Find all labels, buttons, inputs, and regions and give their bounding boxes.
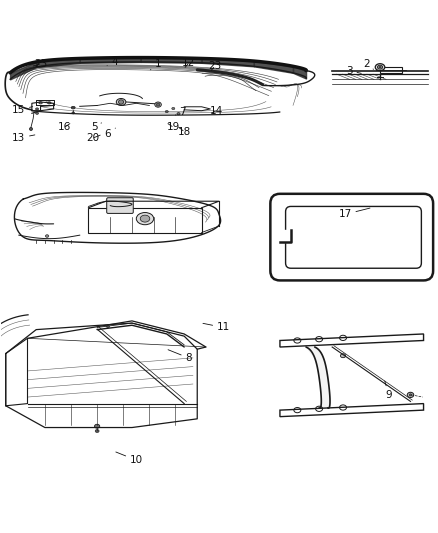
Ellipse shape (106, 326, 110, 328)
Ellipse shape (340, 354, 346, 358)
Ellipse shape (35, 112, 39, 115)
Ellipse shape (155, 102, 161, 107)
Text: 13: 13 (12, 133, 35, 143)
Text: 10: 10 (116, 452, 143, 465)
Text: 11: 11 (203, 322, 230, 333)
Ellipse shape (136, 213, 154, 225)
Text: 14: 14 (210, 106, 223, 116)
Ellipse shape (379, 66, 381, 68)
Ellipse shape (177, 112, 180, 115)
Ellipse shape (47, 102, 51, 104)
Ellipse shape (172, 108, 175, 110)
Text: 23: 23 (33, 59, 47, 69)
Text: 20: 20 (86, 133, 100, 143)
Ellipse shape (95, 424, 100, 428)
Ellipse shape (407, 392, 414, 398)
Ellipse shape (116, 99, 126, 106)
Ellipse shape (95, 430, 99, 433)
Text: 2: 2 (364, 59, 374, 69)
Text: 12: 12 (182, 58, 195, 68)
Ellipse shape (378, 65, 383, 69)
Text: 19: 19 (167, 122, 180, 132)
Ellipse shape (29, 127, 32, 131)
Text: 6: 6 (105, 128, 116, 139)
Text: 18: 18 (177, 126, 191, 136)
Ellipse shape (140, 215, 150, 222)
Ellipse shape (165, 110, 168, 112)
Ellipse shape (409, 394, 412, 396)
Text: 9: 9 (385, 381, 392, 400)
Text: 15: 15 (12, 105, 33, 115)
Ellipse shape (46, 235, 49, 237)
Text: 7: 7 (176, 107, 185, 117)
Ellipse shape (71, 107, 75, 109)
Polygon shape (280, 230, 291, 241)
Ellipse shape (375, 63, 385, 71)
Text: 8: 8 (168, 350, 192, 363)
Text: 16: 16 (58, 122, 71, 132)
Text: 23: 23 (208, 61, 221, 71)
Text: 4: 4 (107, 57, 118, 67)
Text: 3: 3 (346, 66, 361, 76)
Ellipse shape (72, 112, 74, 114)
FancyBboxPatch shape (107, 198, 133, 213)
Text: 5: 5 (92, 122, 102, 132)
Ellipse shape (118, 100, 124, 104)
Ellipse shape (156, 103, 160, 106)
Text: 1: 1 (151, 59, 161, 70)
Text: 17: 17 (339, 208, 370, 219)
Ellipse shape (35, 108, 39, 110)
Ellipse shape (39, 102, 42, 104)
